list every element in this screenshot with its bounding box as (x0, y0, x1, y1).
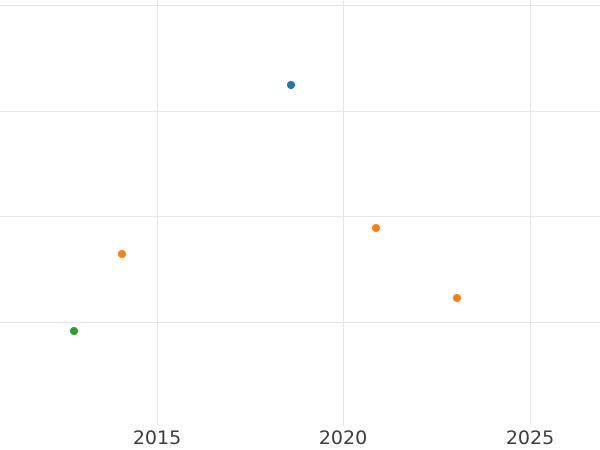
gridline-horizontal (0, 322, 600, 323)
gridline-vertical (343, 0, 344, 425)
scatter-point-series-1-blue (287, 81, 295, 89)
gridline-horizontal (0, 5, 600, 6)
gridline-vertical (157, 0, 158, 425)
gridline-horizontal (0, 216, 600, 217)
x-tick-label: 2015 (132, 427, 182, 449)
scatter-point-series-2-orange (453, 294, 461, 302)
gridline-vertical (530, 0, 531, 425)
x-tick-label: 2025 (505, 427, 555, 449)
scatter-point-series-2-orange (372, 224, 380, 232)
gridline-horizontal (0, 111, 600, 112)
scatter-point-series-2-orange (118, 250, 126, 258)
scatter-point-series-3-green (70, 327, 78, 335)
x-tick-label: 2020 (318, 427, 368, 449)
